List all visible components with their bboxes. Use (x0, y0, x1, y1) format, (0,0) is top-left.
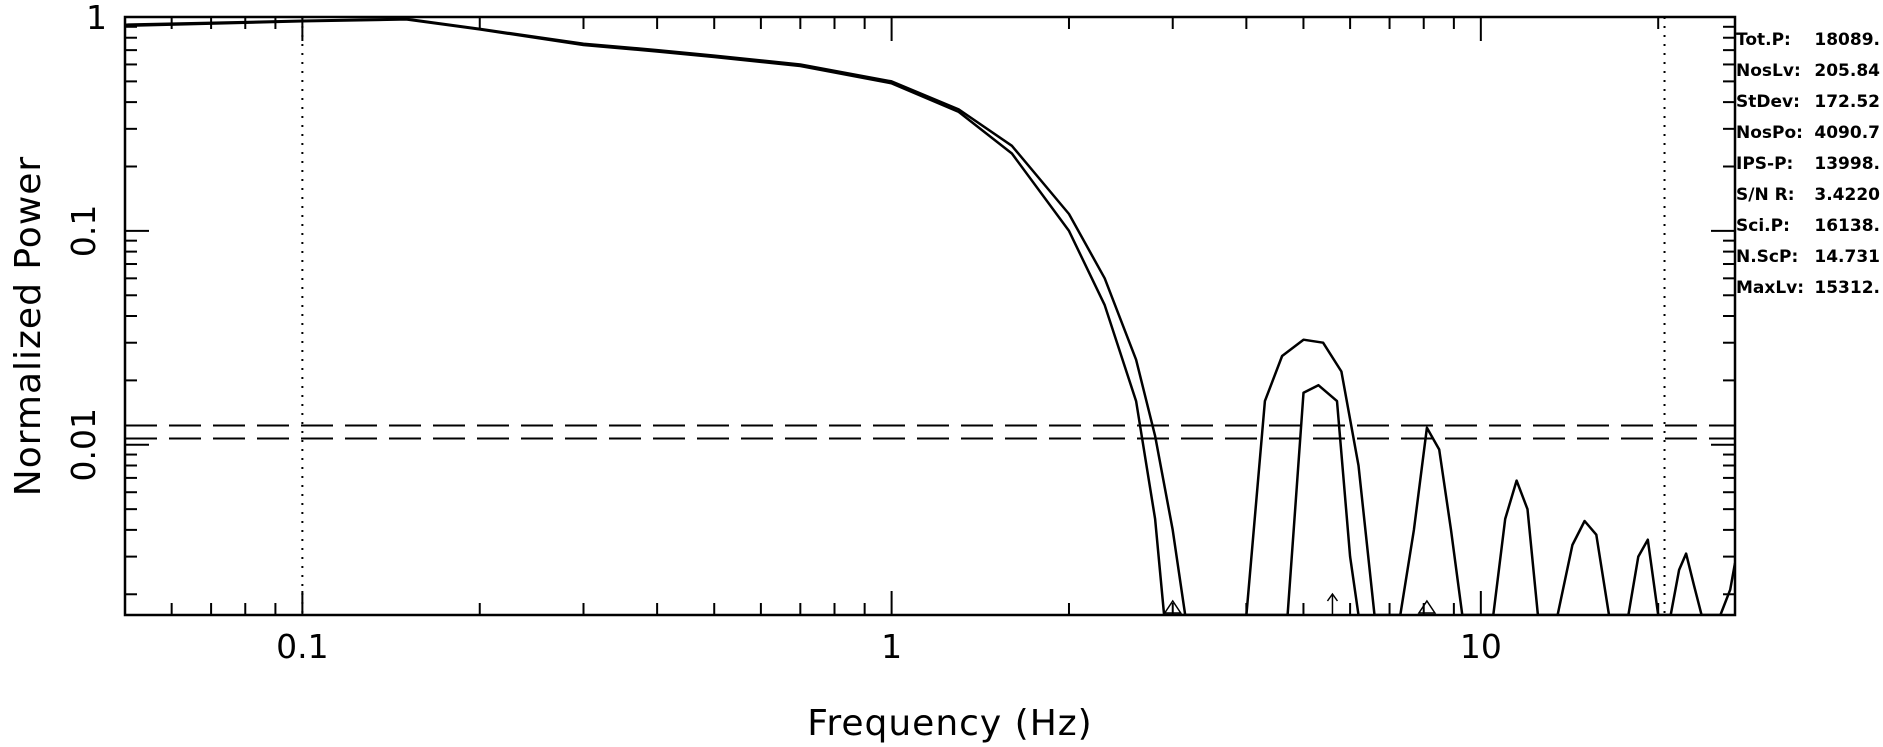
reference-lines (125, 17, 1735, 615)
x-tick-label: 0.1 (276, 627, 328, 666)
stats-value: 172.52 (1814, 92, 1880, 112)
y-tick-label: 0.1 (64, 205, 103, 257)
y-axis-title: Normalized Power (8, 156, 49, 496)
frequency-markers (1163, 592, 1437, 615)
plot-border (123, 15, 1737, 617)
stats-value: 3.4220 (1814, 185, 1880, 205)
stats-label: S/N R: (1736, 185, 1795, 205)
y-tick-label: 1 (86, 0, 107, 37)
triangle-marker (1417, 599, 1437, 614)
series-1-line (125, 17, 1735, 615)
series-2-line (125, 18, 1360, 615)
tick-labels: 0.1 1 10 1 0.1 0.01 (64, 0, 1502, 666)
stats-value: 18089. (1814, 30, 1880, 50)
axis-ticks (124, 16, 1735, 615)
stats-label: N.ScP: (1736, 247, 1798, 267)
series-lines (125, 17, 1735, 615)
x-tick-label: 1 (881, 627, 902, 666)
stats-value: 4090.7 (1814, 123, 1880, 143)
stats-label: StDev: (1736, 92, 1800, 112)
x-tick-label: 10 (1460, 627, 1502, 666)
stats-value: 205.84 (1814, 61, 1880, 81)
x-axis-title: Frequency (Hz) (807, 703, 1092, 744)
stats-label: NosPo: (1736, 123, 1803, 143)
stats-label: Sci.P: (1736, 216, 1790, 236)
stats-panel: Tot.P: 18089. NosLv: 205.84 StDev: 172.52 NosP… (1736, 30, 1880, 298)
stats-label: IPS-P: (1736, 154, 1793, 174)
arrow-marker-head (1326, 592, 1339, 602)
stats-label: Tot.P: (1736, 30, 1791, 50)
plot-frame (123, 15, 1737, 617)
stats-value: 13998. (1814, 154, 1880, 174)
y-tick-label: 0.01 (64, 408, 103, 481)
stats-value: 16138. (1814, 216, 1880, 236)
stats-value: 15312. (1814, 278, 1880, 298)
stats-label: MaxLv: (1736, 278, 1804, 298)
stats-value: 14.731 (1814, 247, 1880, 267)
stats-label: NosLv: (1736, 61, 1801, 81)
